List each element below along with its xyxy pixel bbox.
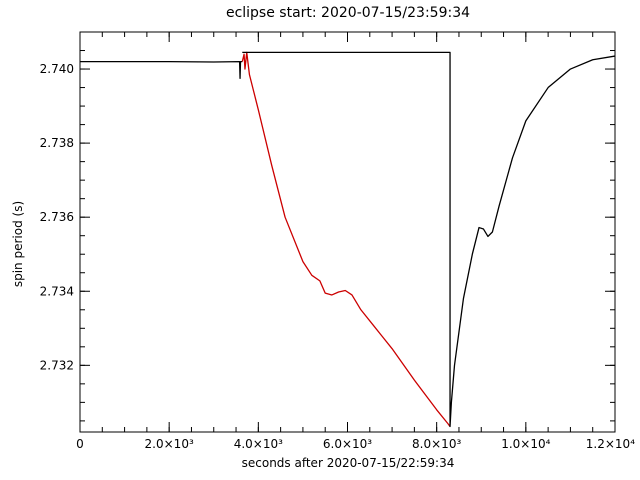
x-axis-label: seconds after 2020-07-15/22:59:34	[242, 456, 455, 470]
series-line-2	[241, 51, 451, 427]
plot-frame	[79, 31, 616, 433]
x-tick-label: 2.0×10³	[145, 437, 194, 451]
x-tick-label: 4.0×10³	[234, 437, 283, 451]
x-tick-label: 0	[76, 437, 84, 451]
axis-ticks: 0 2.0×10³ 4.0×10³ 6.0×10³ 8.0×10³ 1.0×10⁴ 1.2×…	[40, 31, 635, 451]
y-tick-label: 2.734	[40, 284, 74, 298]
y-tick-label: 2.736	[40, 210, 74, 224]
data-series	[80, 51, 616, 428]
series-line-1	[80, 60, 243, 79]
series-line-3	[242, 51, 616, 428]
x-tick-label: 8.0×10³	[412, 437, 461, 451]
x-tick-label: 6.0×10³	[323, 437, 372, 451]
y-tick-label: 2.732	[40, 358, 74, 372]
y-tick-label: 2.738	[40, 136, 74, 150]
x-tick-label: 1.0×10⁴	[501, 437, 550, 451]
y-axis-label: spin period (s)	[11, 201, 25, 287]
x-tick-label: 1.2×10⁴	[586, 437, 635, 451]
y-tick-label: 2.740	[40, 62, 74, 76]
chart-title: eclipse start: 2020-07-15/23:59:34	[226, 5, 470, 21]
